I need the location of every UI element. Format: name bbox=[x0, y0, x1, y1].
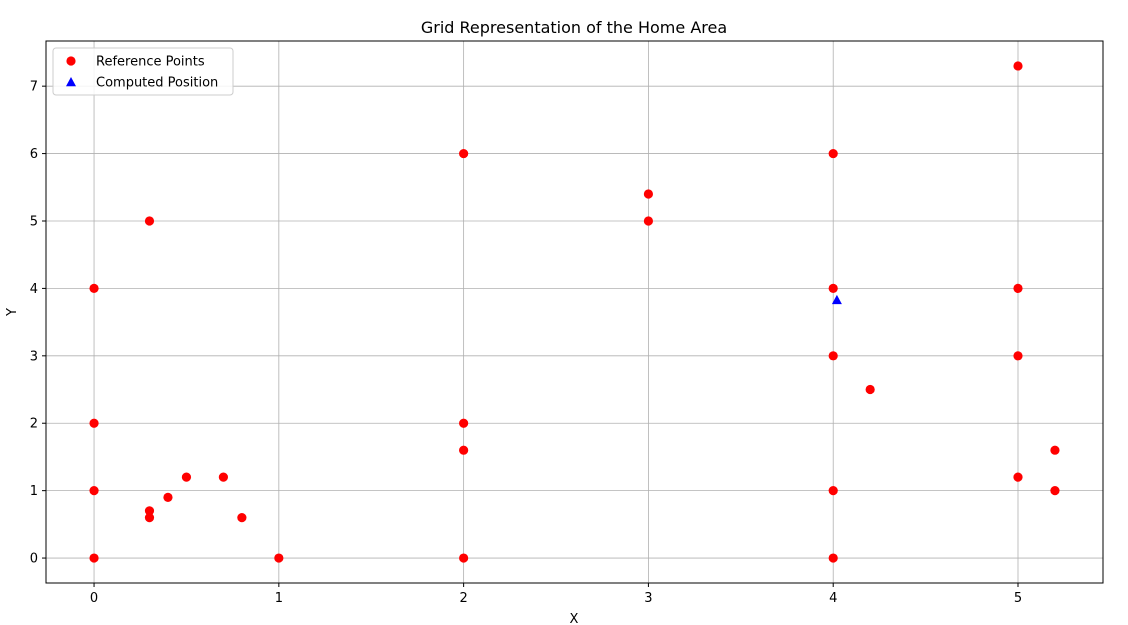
y-tick-label: 3 bbox=[30, 349, 38, 364]
reference-point-marker bbox=[828, 486, 838, 496]
reference-point-marker bbox=[643, 216, 654, 226]
reference-point-marker bbox=[1013, 472, 1023, 482]
reference-point-marker bbox=[643, 189, 654, 199]
reference-point-marker bbox=[89, 553, 99, 563]
reference-point-marker bbox=[1050, 486, 1060, 496]
chart-title: Grid Representation of the Home Area bbox=[421, 18, 727, 37]
reference-point-marker bbox=[865, 384, 875, 395]
computed-position-marker bbox=[831, 294, 842, 305]
reference-point-marker bbox=[828, 148, 838, 159]
reference-point-marker bbox=[828, 351, 838, 361]
x-tick-label: 0 bbox=[90, 591, 98, 606]
reference-point-marker bbox=[1013, 61, 1023, 71]
y-tick-label: 6 bbox=[30, 147, 38, 162]
reference-point-marker bbox=[828, 283, 838, 294]
y-tick-label: 7 bbox=[30, 80, 38, 95]
reference-point-marker bbox=[144, 506, 155, 516]
x-tick-label: 1 bbox=[275, 591, 283, 606]
axes: 0 1 2 3 4 5 0 1 2 3 4 5 6 7 bbox=[30, 40, 1104, 606]
legend-box bbox=[52, 47, 234, 96]
y-tick-label: 1 bbox=[30, 484, 38, 499]
y-axis-label: Y bbox=[5, 308, 20, 317]
reference-point-marker bbox=[144, 513, 155, 523]
reference-point-marker bbox=[1013, 351, 1023, 361]
legend: Reference Points Computed Position bbox=[52, 47, 234, 96]
x-tick-label: 3 bbox=[644, 591, 652, 606]
x-tick-label: 4 bbox=[829, 591, 837, 606]
legend-label: Computed Position bbox=[96, 76, 218, 91]
legend-circle-marker bbox=[66, 56, 76, 66]
reference-point-marker bbox=[163, 492, 173, 502]
y-tick-label: 4 bbox=[30, 282, 38, 297]
reference-point-marker bbox=[181, 472, 192, 482]
reference-point-marker bbox=[144, 216, 155, 226]
reference-point-marker bbox=[1013, 283, 1023, 294]
plot-frame bbox=[45, 40, 1104, 584]
reference-point-marker bbox=[459, 418, 469, 428]
legend-label: Reference Points bbox=[96, 55, 205, 70]
reference-point-marker bbox=[89, 418, 99, 428]
reference-point-marker bbox=[459, 148, 469, 159]
grid-lines bbox=[46, 41, 1103, 583]
reference-point-marker bbox=[89, 283, 99, 294]
y-tick-label: 0 bbox=[30, 552, 38, 567]
reference-point-marker bbox=[89, 486, 99, 496]
reference-point-marker bbox=[828, 553, 838, 563]
x-axis-label: X bbox=[570, 612, 579, 625]
x-tick-label: 2 bbox=[459, 591, 467, 606]
reference-point-marker bbox=[459, 553, 469, 563]
x-tick-label: 5 bbox=[1014, 591, 1022, 606]
y-tick-label: 5 bbox=[30, 214, 38, 229]
reference-point-marker bbox=[274, 553, 284, 563]
legend-triangle-marker bbox=[66, 77, 76, 87]
reference-point-marker bbox=[1050, 445, 1060, 455]
reference-point-marker bbox=[218, 472, 228, 482]
y-tick-label: 2 bbox=[30, 417, 38, 432]
data-points bbox=[89, 61, 1060, 563]
reference-point-marker bbox=[459, 445, 469, 455]
reference-point-marker bbox=[237, 513, 247, 523]
